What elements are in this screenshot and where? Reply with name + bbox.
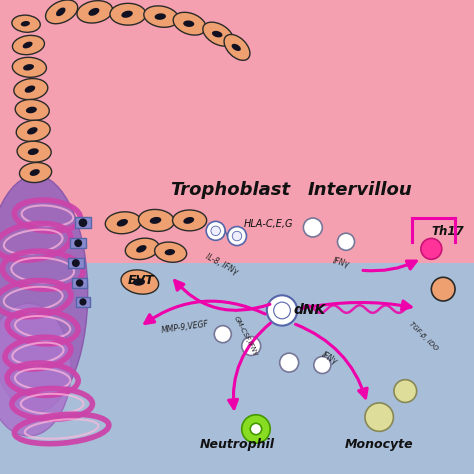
Ellipse shape <box>14 79 48 100</box>
Ellipse shape <box>25 85 35 93</box>
Ellipse shape <box>56 8 65 16</box>
Ellipse shape <box>16 120 50 141</box>
Ellipse shape <box>183 20 194 27</box>
Ellipse shape <box>28 148 39 155</box>
Circle shape <box>273 302 291 319</box>
Ellipse shape <box>150 217 161 224</box>
Text: Neutrophil: Neutrophil <box>200 438 274 451</box>
Text: GM-CSF,IFNγ: GM-CSF,IFNγ <box>232 316 258 357</box>
Circle shape <box>280 353 299 372</box>
Ellipse shape <box>121 270 159 294</box>
Ellipse shape <box>183 217 194 224</box>
Ellipse shape <box>136 245 146 253</box>
Circle shape <box>79 219 87 227</box>
Ellipse shape <box>12 36 45 55</box>
Ellipse shape <box>133 278 145 286</box>
Circle shape <box>314 356 331 374</box>
Ellipse shape <box>173 210 207 231</box>
Bar <box>71 238 86 248</box>
Ellipse shape <box>46 0 78 24</box>
Circle shape <box>232 231 242 241</box>
Text: IL-8, IFNγ: IL-8, IFNγ <box>204 253 239 277</box>
Circle shape <box>431 277 455 301</box>
Circle shape <box>250 423 262 435</box>
Text: Trophoblast: Trophoblast <box>170 181 290 199</box>
Ellipse shape <box>138 210 174 231</box>
Ellipse shape <box>0 175 88 412</box>
Text: Intervillou: Intervillou <box>308 181 412 199</box>
Ellipse shape <box>26 107 37 113</box>
Ellipse shape <box>12 57 46 77</box>
Text: IFNγ: IFNγ <box>332 257 350 270</box>
Circle shape <box>394 380 417 402</box>
Text: HLA-C,E,G: HLA-C,E,G <box>244 219 293 228</box>
Text: Th17: Th17 <box>431 225 464 237</box>
Text: MMP-9,VEGF: MMP-9,VEGF <box>161 319 210 335</box>
Ellipse shape <box>19 163 52 182</box>
Circle shape <box>421 238 442 259</box>
Circle shape <box>228 227 246 246</box>
Ellipse shape <box>17 141 51 162</box>
Bar <box>74 217 91 228</box>
Ellipse shape <box>77 0 113 23</box>
Circle shape <box>76 279 83 287</box>
Ellipse shape <box>105 212 141 234</box>
Ellipse shape <box>121 10 133 18</box>
Circle shape <box>303 218 322 237</box>
Bar <box>76 297 90 307</box>
Ellipse shape <box>125 238 159 260</box>
Ellipse shape <box>173 12 206 35</box>
Ellipse shape <box>110 3 146 25</box>
Ellipse shape <box>27 127 37 135</box>
Ellipse shape <box>89 8 100 16</box>
Circle shape <box>337 233 355 250</box>
Ellipse shape <box>155 13 166 20</box>
Circle shape <box>211 226 220 236</box>
Circle shape <box>72 259 80 267</box>
Ellipse shape <box>144 6 179 27</box>
Text: IFNγ: IFNγ <box>320 350 339 366</box>
Circle shape <box>74 239 82 247</box>
Circle shape <box>206 221 225 240</box>
Circle shape <box>267 295 297 326</box>
Text: Monocyte: Monocyte <box>345 438 413 451</box>
Ellipse shape <box>232 44 241 51</box>
Bar <box>68 258 83 268</box>
Ellipse shape <box>0 303 71 436</box>
Ellipse shape <box>164 249 175 255</box>
Ellipse shape <box>203 22 233 46</box>
Ellipse shape <box>30 169 40 176</box>
Ellipse shape <box>21 21 30 27</box>
Ellipse shape <box>117 219 128 227</box>
Circle shape <box>365 403 393 431</box>
Bar <box>0 0 474 263</box>
Text: TGF-β, IDO: TGF-β, IDO <box>408 321 438 352</box>
Ellipse shape <box>23 64 34 71</box>
Ellipse shape <box>155 242 187 262</box>
Circle shape <box>79 298 87 306</box>
Text: EVT: EVT <box>128 274 155 287</box>
Circle shape <box>242 337 261 356</box>
Ellipse shape <box>212 31 222 37</box>
Ellipse shape <box>12 15 40 32</box>
Ellipse shape <box>15 100 49 120</box>
Bar <box>72 278 87 288</box>
Bar <box>0 263 474 474</box>
Text: dNK: dNK <box>294 303 326 317</box>
Circle shape <box>214 326 231 343</box>
Circle shape <box>242 415 270 443</box>
Ellipse shape <box>23 42 33 48</box>
Ellipse shape <box>224 35 250 60</box>
